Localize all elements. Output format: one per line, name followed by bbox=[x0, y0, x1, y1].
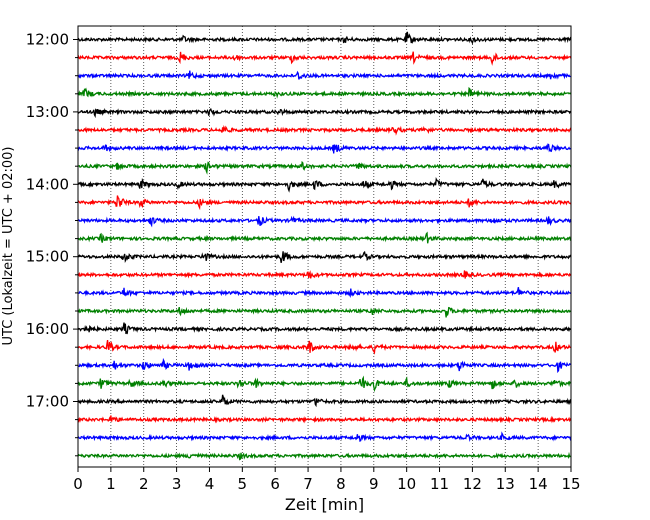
x-tick-label: 2 bbox=[139, 475, 149, 493]
trace-1630 bbox=[77, 357, 572, 374]
y-tick-label: 13:00 bbox=[26, 103, 69, 121]
x-tick-label: 9 bbox=[369, 475, 379, 493]
x-axis-ticks: 0 1 2 3 4 5 6 7 8 9 10 11 12 13 14 15 bbox=[73, 467, 581, 493]
trace-1530 bbox=[77, 286, 572, 298]
x-tick-label: 12 bbox=[463, 475, 482, 493]
trace-1615 bbox=[77, 339, 572, 355]
x-tick-label: 14 bbox=[529, 475, 548, 493]
trace-1215 bbox=[77, 51, 572, 66]
trace-1400 bbox=[77, 177, 572, 193]
x-tick-label: 11 bbox=[430, 475, 449, 493]
x-tick-label: 3 bbox=[172, 475, 182, 493]
trace-1645 bbox=[77, 375, 572, 393]
trace-1345 bbox=[77, 160, 572, 175]
x-tick-label: 10 bbox=[397, 475, 416, 493]
trace-1700 bbox=[77, 394, 572, 408]
trace-1445 bbox=[77, 231, 572, 244]
y-tick-label: 15:00 bbox=[26, 248, 69, 266]
x-tick-label: 7 bbox=[303, 475, 313, 493]
x-tick-label: 13 bbox=[496, 475, 515, 493]
y-axis-ticks: 12:00 13:00 14:00 15:00 16:00 17:00 bbox=[26, 31, 78, 457]
plot-frame bbox=[77, 25, 572, 468]
trace-1515 bbox=[77, 270, 572, 279]
trace-1715 bbox=[77, 415, 572, 424]
y-tick-label: 16:00 bbox=[26, 320, 69, 338]
trace-1245 bbox=[77, 86, 572, 99]
trace-1600 bbox=[77, 322, 572, 335]
trace-1230 bbox=[77, 70, 572, 80]
trace-1415 bbox=[77, 195, 572, 211]
y-axis-label: UTC (Lokalzeit = UTC + 02:00) bbox=[1, 147, 16, 346]
x-tick-label: 0 bbox=[73, 475, 83, 493]
trace-1330 bbox=[77, 143, 572, 154]
trace-1500 bbox=[77, 250, 572, 263]
x-axis-label: Zeit [min] bbox=[285, 495, 364, 514]
trace-1200 bbox=[77, 31, 572, 45]
x-tick-label: 5 bbox=[238, 475, 248, 493]
x-tick-label: 4 bbox=[205, 475, 215, 493]
x-tick-label: 15 bbox=[561, 475, 580, 493]
y-tick-label: 12:00 bbox=[26, 31, 69, 49]
trace-1300 bbox=[77, 107, 572, 119]
trace-1730 bbox=[77, 431, 572, 443]
trace-1430 bbox=[77, 215, 572, 228]
x-tick-label: 1 bbox=[106, 475, 116, 493]
x-tick-label: 6 bbox=[270, 475, 280, 493]
trace-1315 bbox=[77, 125, 572, 136]
y-tick-label: 14:00 bbox=[26, 175, 69, 193]
y-tick-label: 17:00 bbox=[26, 393, 69, 411]
trace-1545 bbox=[77, 306, 572, 318]
x-tick-label: 8 bbox=[336, 475, 346, 493]
seismic-traces bbox=[77, 31, 572, 461]
trace-1745 bbox=[77, 451, 572, 461]
